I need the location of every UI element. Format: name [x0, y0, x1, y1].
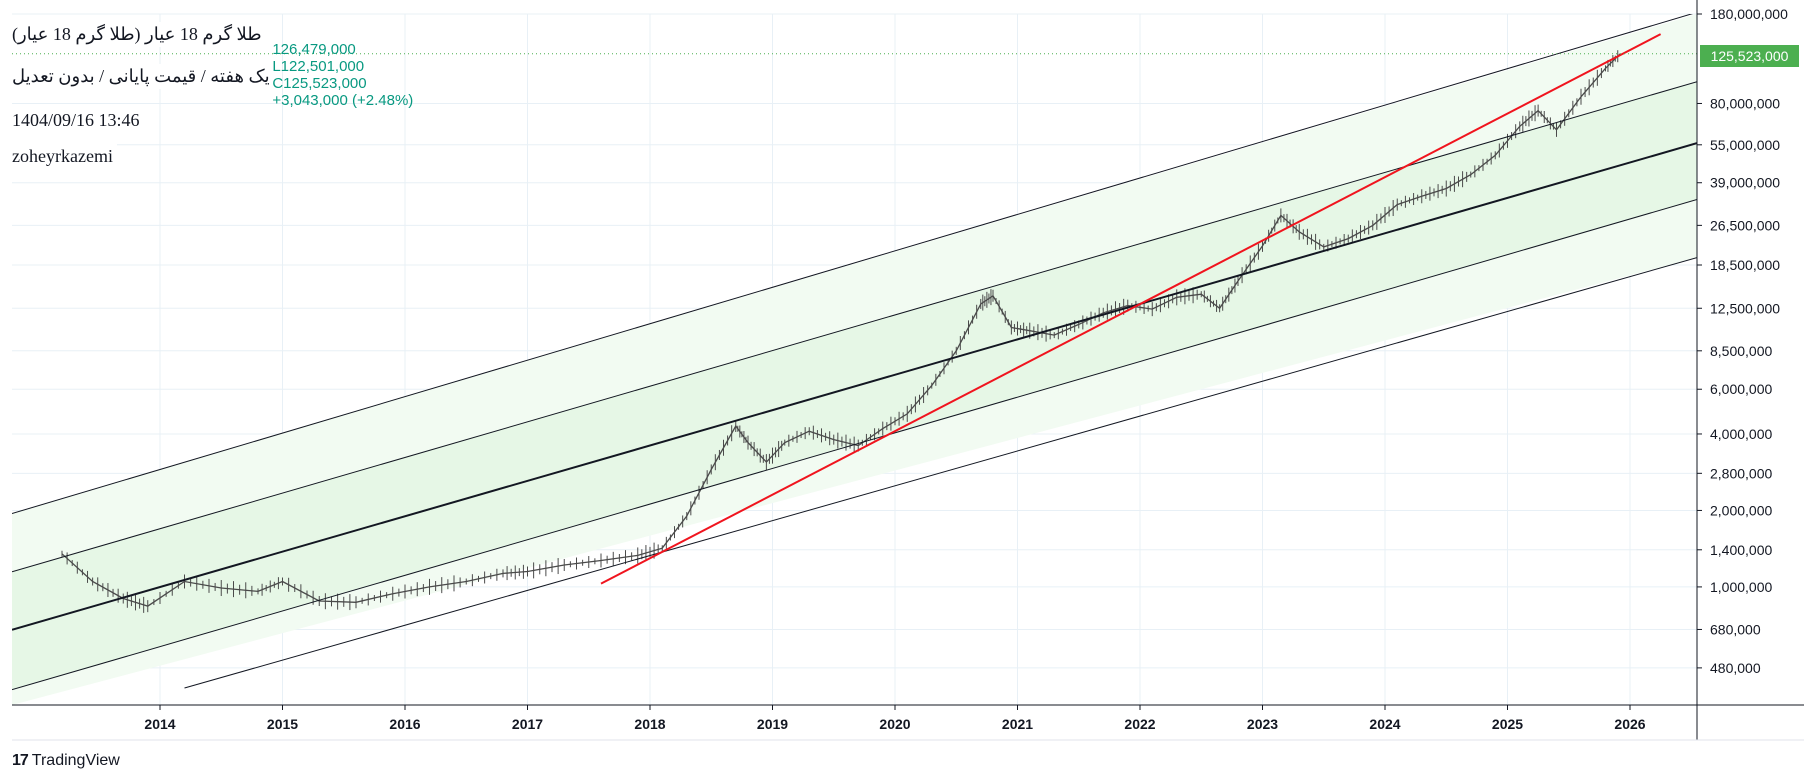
x-tick-label: 2015: [267, 716, 298, 732]
brand[interactable]: 17 TradingView: [12, 752, 120, 770]
x-tick-label: 2022: [1124, 716, 1155, 732]
y-tick-label: 480,000: [1710, 660, 1761, 676]
channel-upper-2: [12, 14, 1694, 515]
regression-channel-fill: [12, 14, 1697, 705]
channel-upper-1: [12, 81, 1697, 573]
ohlc-high: 126,479,000: [272, 41, 356, 58]
y-tick-label: 6,000,000: [1710, 381, 1772, 397]
ohlc-change: +3,043,000 (+2.48%): [272, 92, 414, 109]
x-tick-label: 2026: [1614, 716, 1645, 732]
channel-lower-1: [12, 199, 1697, 691]
tradingview-logo-icon: 17: [12, 752, 29, 769]
x-tick-label: 2018: [634, 716, 665, 732]
y-tick-label: 1,000,000: [1710, 579, 1772, 595]
ohlc-readout: 126,479,000 L122,501,000 C125,523,000 +3…: [264, 24, 419, 109]
chart-title: طلا گرم 18 عیار (طلا گرم 18 عیار): [8, 22, 266, 47]
y-tick-label: 39,000,000: [1710, 175, 1780, 191]
brand-name: TradingView: [31, 752, 120, 769]
y-tick-label: 26,500,000: [1710, 217, 1780, 233]
y-tick-label: 55,000,000: [1710, 137, 1780, 153]
y-tick-label: 680,000: [1710, 621, 1761, 637]
y-tick-label: 2,800,000: [1710, 465, 1772, 481]
y-tick-label: 18,500,000: [1710, 257, 1780, 273]
axes: 180,000,000 80,000,000 55,000,000 39,000,00…: [12, 0, 1804, 741]
y-tick-label: 4,000,000: [1710, 426, 1772, 442]
channel-mid: [12, 142, 1697, 631]
y-tick-label: 180,000,000: [1710, 6, 1788, 22]
band-upper-outer: [12, 14, 1697, 572]
y-tick-label: 12,500,000: [1710, 300, 1780, 316]
x-tick-label: 2017: [512, 716, 543, 732]
chart-author: zoheyrkazemi: [8, 144, 117, 169]
ohlc-close: C125,523,000: [272, 75, 367, 92]
y-tick-label: 8,500,000: [1710, 343, 1772, 359]
x-tick-label: 2025: [1492, 716, 1523, 732]
channel-lower-2: [184, 257, 1697, 689]
chart-datetime: 1404/09/16 13:46: [8, 108, 144, 133]
y-tick-label: 1,400,000: [1710, 542, 1772, 558]
red-trend-line: [600, 33, 1662, 585]
x-tick-label: 2014: [144, 716, 175, 732]
y-tick-label: 2,000,000: [1710, 502, 1772, 518]
price-series: [61, 50, 1621, 613]
x-tick-label: 2016: [389, 716, 420, 732]
x-tick-label: 2020: [879, 716, 910, 732]
ohlc-low: L122,501,000: [272, 58, 365, 75]
x-tick-label: 2019: [757, 716, 788, 732]
chart-subtitle: یک هفته / قیمت پایانی / بدون تعدیل: [8, 64, 274, 89]
x-tick-label: 2023: [1247, 716, 1278, 732]
x-tick-label: 2021: [1002, 716, 1033, 732]
y-tick-label: 80,000,000: [1710, 95, 1780, 111]
last-price-label: 125,523,000: [1700, 45, 1799, 67]
x-tick-label: 2024: [1369, 716, 1400, 732]
channel-lines: [12, 14, 1697, 691]
